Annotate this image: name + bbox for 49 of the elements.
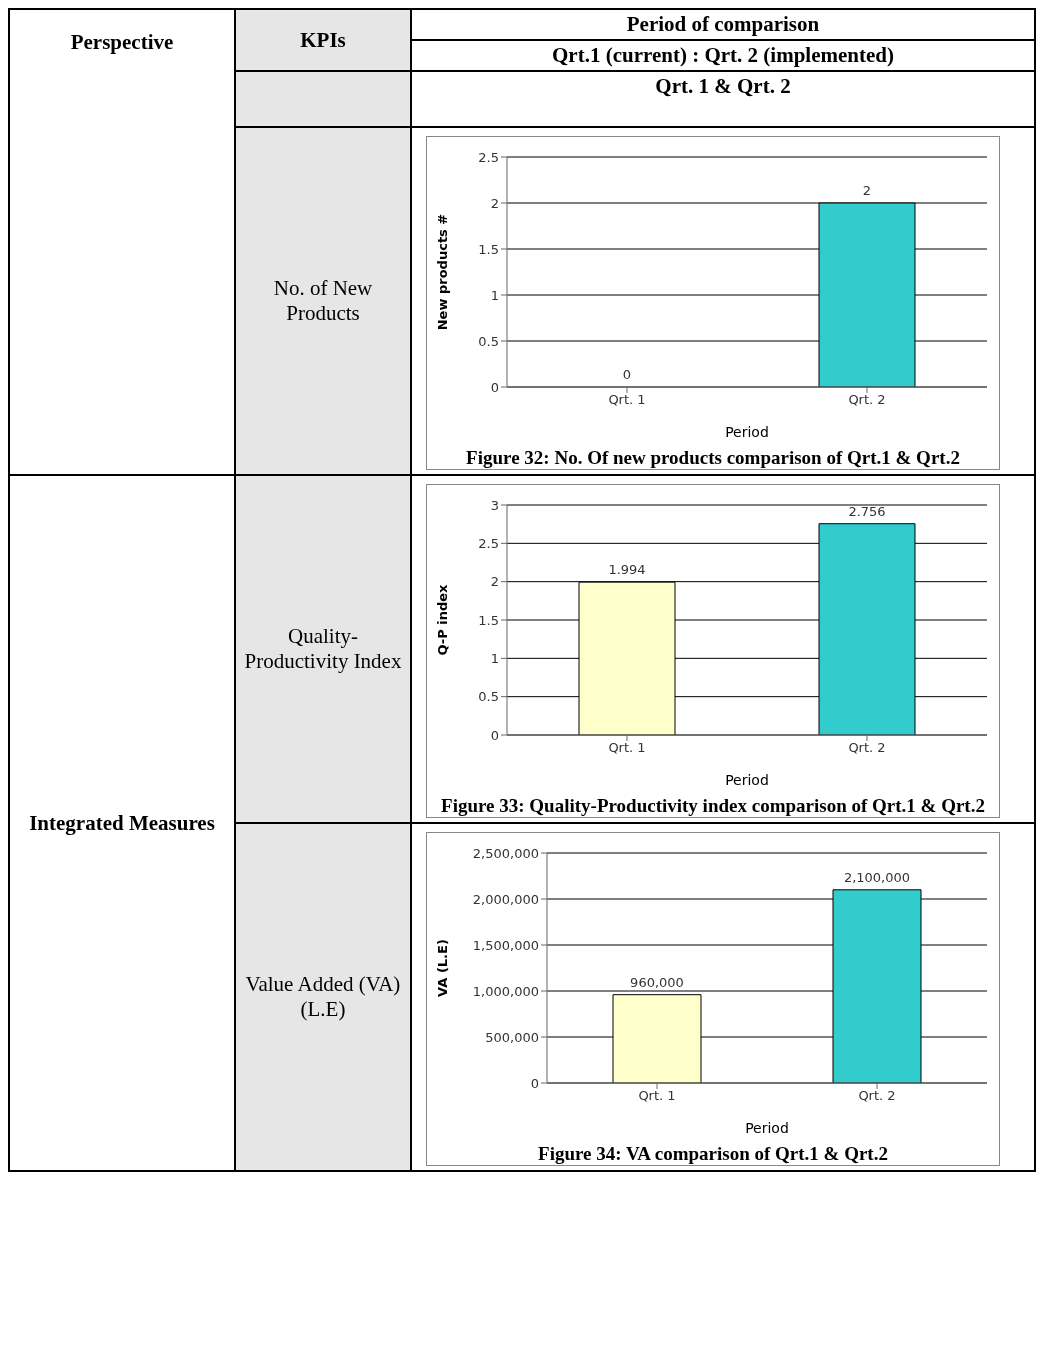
y-tick-label: 0 <box>530 1075 539 1091</box>
text: Quality-Productivity Index <box>235 475 411 823</box>
y-tick-label: 1 <box>490 650 499 666</box>
y-tick-label: 2,000,000 <box>472 891 539 907</box>
y-tick-label: 2 <box>490 574 499 590</box>
x-tick-label: Qrt. 1 <box>638 1088 676 1104</box>
text: Figure 33: Quality-Productivity index comparison of Qrt.1 & Qrt.2 <box>427 795 999 817</box>
text: Figure 32: No. Of new products comparison of Qrt.1 & Qrt.2 <box>427 447 999 469</box>
text: KPIs <box>235 9 411 71</box>
y-tick-label: 2.5 <box>478 149 499 165</box>
y-tick-label: 0.5 <box>478 333 499 349</box>
x-axis-title: Period <box>725 424 769 440</box>
data-label: 960,000 <box>630 974 684 990</box>
x-tick-label: Qrt. 2 <box>848 392 886 408</box>
y-tick-label: 1.5 <box>478 612 499 628</box>
x-axis-title: Period <box>725 772 769 788</box>
data-label: 0 <box>622 367 632 382</box>
y-tick-label: 0.5 <box>478 689 499 705</box>
text: Value Added (VA) (L.E) <box>235 823 411 1171</box>
y-tick-label: 500,000 <box>485 1029 539 1045</box>
y-tick-label: 1,000,000 <box>472 983 539 999</box>
y-tick-label: 2 <box>490 195 499 211</box>
y-tick-label: 2,500,000 <box>472 845 539 861</box>
text: Figure 34: VA comparison of Qrt.1 & Qrt.2 <box>427 1143 999 1165</box>
y-axis-title: Q-P index <box>434 583 450 656</box>
y-tick-label: 0 <box>490 379 499 395</box>
y-tick-label: 0 <box>490 727 499 743</box>
y-tick-label: 1 <box>490 287 499 303</box>
text: No. of New Products <box>235 127 411 475</box>
data-label: 2 <box>862 183 872 198</box>
data-label: 1.994 <box>608 562 646 578</box>
text: Period of comparison <box>411 9 1035 40</box>
data-label: 2.756 <box>848 503 886 519</box>
text: Qrt.1 (current) : Qrt. 2 (implemented) <box>411 40 1035 71</box>
data-label: 2,100,000 <box>843 869 911 885</box>
y-axis-title: New products # <box>434 213 450 331</box>
x-tick-label: Qrt. 1 <box>608 740 646 756</box>
y-tick-label: 2.5 <box>478 535 499 551</box>
x-axis-title: Period <box>745 1120 789 1136</box>
x-tick-label: Qrt. 2 <box>858 1088 896 1104</box>
text: Integrated Measures <box>9 475 235 1171</box>
y-tick-label: 1,500,000 <box>472 937 539 953</box>
y-tick-label: 3 <box>490 497 499 513</box>
y-axis-title: VA (L.E) <box>434 939 450 997</box>
x-tick-label: Qrt. 1 <box>608 392 646 408</box>
text: Perspective <box>9 9 235 475</box>
x-tick-label: Qrt. 2 <box>848 740 886 756</box>
text: Qrt. 1 & Qrt. 2 <box>411 71 1035 127</box>
y-tick-label: 1.5 <box>478 241 499 257</box>
